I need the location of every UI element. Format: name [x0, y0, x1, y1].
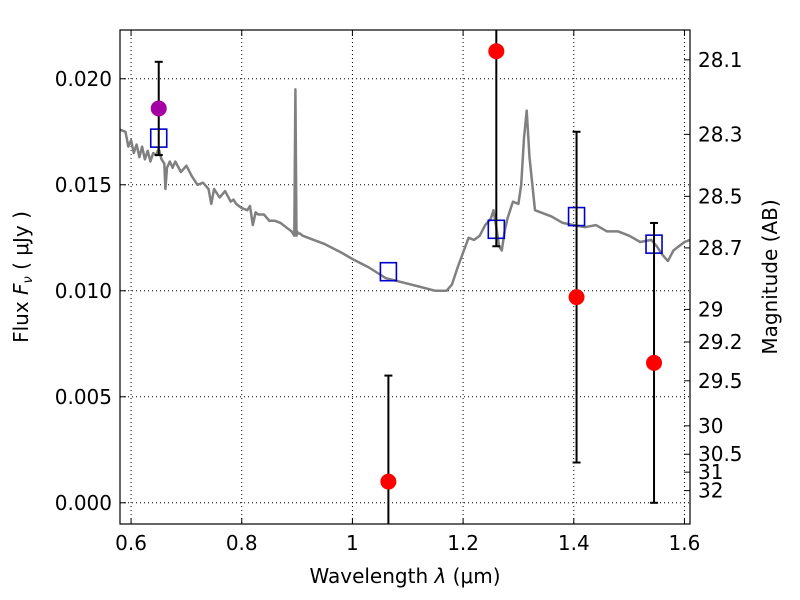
y2-tick-label: 29.2: [698, 330, 743, 354]
y-tick-label: 0.020: [55, 67, 112, 91]
observed-photometry-point: [380, 473, 397, 490]
x-tick-label: 0.6: [115, 531, 147, 555]
y2-tick-label: 28.3: [698, 122, 743, 146]
y2-tick-label: 29: [698, 297, 723, 321]
observed-photometry-point: [646, 354, 663, 371]
y2-tick-label: 30.5: [698, 442, 743, 466]
axis-ticks: 0.6 0.8 1 1.2 1.4 1.6 0.000 0.005 0.010 0.015 0.02…: [55, 30, 743, 555]
grid-lines: [120, 30, 690, 524]
y-tick-label: 0.015: [55, 173, 112, 197]
x-tick-label: 1.2: [447, 531, 479, 555]
x-tick-label: 1.6: [669, 531, 701, 555]
template-sed-line: [120, 88, 690, 293]
y2-tick-label: 30: [698, 414, 723, 438]
observed-photometry-point: [488, 43, 505, 60]
x-tick-label: 1.4: [558, 531, 590, 555]
observed-photometry-point: [150, 100, 167, 117]
model-photometry-square: [379, 261, 398, 282]
y2-axis-title: Magnitude (AB): [758, 199, 782, 354]
y2-tick-label: 28.1: [698, 48, 743, 72]
x-axis-title: Wavelength λ (μm): [309, 564, 500, 588]
y2-tick-label: 31: [698, 460, 723, 484]
plot-frame: [119, 29, 691, 525]
observed-photometry-point: [568, 289, 585, 306]
y-tick-label: 0.005: [55, 385, 112, 409]
y2-tick-label: 28.5: [698, 184, 743, 208]
y2-tick-label: 29.5: [698, 369, 743, 393]
y2-tick-label: 28.7: [698, 236, 743, 260]
y-tick-label: 0.000: [55, 491, 112, 515]
y-tick-label: 0.010: [55, 279, 112, 303]
y-axis-title: Flux Fν ( μJy ): [9, 211, 36, 343]
x-tick-label: 0.8: [226, 531, 258, 555]
data-series: [120, 30, 690, 524]
y2-tick-label: 32: [698, 479, 723, 503]
x-tick-label: 1: [346, 531, 359, 555]
plot-background: [120, 30, 690, 524]
